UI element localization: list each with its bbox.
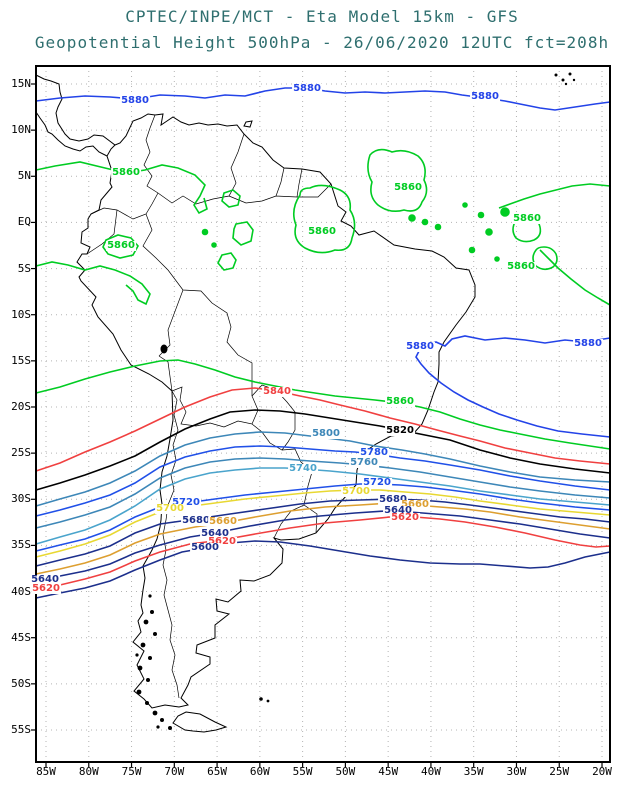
lon-tick-label: 55W — [292, 765, 313, 778]
contour-5860-south — [35, 359, 611, 450]
contour-label-5820: 5820 — [385, 425, 415, 436]
contour-label-5620: 5620 — [207, 536, 237, 547]
lat-tick-label: 30S — [11, 492, 31, 506]
island-specks — [135, 72, 576, 730]
contour-label-5640: 5640 — [383, 505, 413, 516]
contour-label-5720: 5720 — [171, 497, 201, 508]
contour-label-5640: 5640 — [30, 574, 60, 585]
lat-tick-label: 25S — [11, 446, 31, 460]
contour-label-5800: 5800 — [311, 428, 341, 439]
contour-label-5620: 5620 — [31, 583, 61, 594]
contour-5880-north — [35, 87, 611, 111]
contour-label-5860: 5860 — [512, 213, 542, 224]
contour-label-5640: 5640 — [200, 528, 230, 539]
contour-label-5880: 5880 — [405, 341, 435, 352]
contour-label-5880: 5880 — [470, 91, 500, 102]
lon-tick-label: 65W — [207, 765, 228, 778]
coastline — [35, 74, 476, 733]
contour-label-5680: 5680 — [378, 494, 408, 505]
lon-tick-label: 35W — [463, 765, 484, 778]
lat-tick-label: 55S — [11, 722, 31, 736]
lat-tick-label: 50S — [11, 676, 31, 690]
contour-label-5620: 5620 — [390, 512, 420, 523]
contour-5620 — [35, 516, 611, 591]
contour-label-5700: 5700 — [341, 486, 371, 497]
contour-label-5700: 5700 — [155, 503, 185, 514]
contour-label-5880: 5880 — [573, 338, 603, 349]
contour-label-5840: 5840 — [262, 386, 292, 397]
lon-tick-label: 75W — [121, 765, 142, 778]
contour-label-5680: 5680 — [181, 515, 211, 526]
lat-tick-label: 10S — [11, 307, 31, 321]
contour-5860-system — [35, 148, 611, 306]
lon-tick-label: 50W — [335, 765, 356, 778]
contour-label-5660: 5660 — [208, 516, 238, 527]
lon-tick-label: 20W — [592, 765, 612, 778]
lon-tick-label: 40W — [420, 765, 441, 778]
contour-5720 — [35, 483, 611, 552]
lon-tick-label: 80W — [78, 765, 99, 778]
contour-5880-south — [415, 335, 611, 438]
contour-label-5860: 5860 — [393, 182, 423, 193]
contour-5840 — [35, 387, 611, 472]
lon-tick-label: 25W — [549, 765, 570, 778]
contour-label-5720: 5720 — [362, 477, 392, 488]
contour-5820 — [35, 409, 611, 491]
country-borders — [86, 114, 332, 699]
lon-tick-label: 30W — [506, 765, 527, 778]
lat-tick-label: 5N — [17, 169, 31, 183]
contour-5800 — [35, 431, 611, 507]
contour-label-5860: 5860 — [111, 167, 141, 178]
contour-label-5860: 5860 — [506, 261, 536, 272]
contour-5680 — [35, 498, 611, 567]
page-title: CPTEC/INPE/MCT - Eta Model 15km - GFS — [125, 7, 519, 26]
contour-5700 — [35, 489, 611, 558]
lat-tick-label: 45S — [11, 630, 31, 644]
lon-tick-label: 45W — [378, 765, 399, 778]
contour-5780 — [35, 445, 611, 517]
lat-tick-label: 15S — [11, 353, 31, 367]
lon-tick-label: 70W — [164, 765, 185, 778]
lat-tick-label: 20S — [11, 399, 31, 413]
lat-tick-label: 10N — [11, 123, 31, 137]
contour-label-5860: 5860 — [307, 226, 337, 237]
contour-label-5600: 5600 — [190, 542, 220, 553]
contour-label-5740: 5740 — [288, 463, 318, 474]
lat-tick-label: 35S — [11, 538, 31, 552]
lat-tick-label: 40S — [11, 584, 31, 598]
contour-label-5880: 5880 — [120, 95, 150, 106]
contour-label-5760: 5760 — [349, 457, 379, 468]
contour-5660 — [35, 502, 611, 575]
contour-label-5780: 5780 — [359, 447, 389, 458]
contour-label-5880: 5880 — [292, 83, 322, 94]
lat-tick-label: 15N — [11, 77, 31, 90]
contour-5640 — [35, 510, 611, 582]
contour-5600 — [35, 540, 611, 599]
contour-5760 — [35, 457, 611, 529]
lon-tick-label: 60W — [249, 765, 270, 778]
page-subtitle: Geopotential Height 500hPa - 26/06/2020 … — [34, 33, 610, 52]
contour-label-5660: 5660 — [400, 499, 430, 510]
lat-tick-label: EQ — [17, 215, 31, 229]
lat-tick-label: 5S — [17, 261, 31, 275]
contour-lines — [35, 87, 611, 599]
lon-tick-label: 85W — [36, 765, 56, 778]
map-frame — [35, 65, 611, 763]
contour-label-5860: 5860 — [106, 240, 136, 251]
contour-label-5860: 5860 — [385, 396, 415, 407]
